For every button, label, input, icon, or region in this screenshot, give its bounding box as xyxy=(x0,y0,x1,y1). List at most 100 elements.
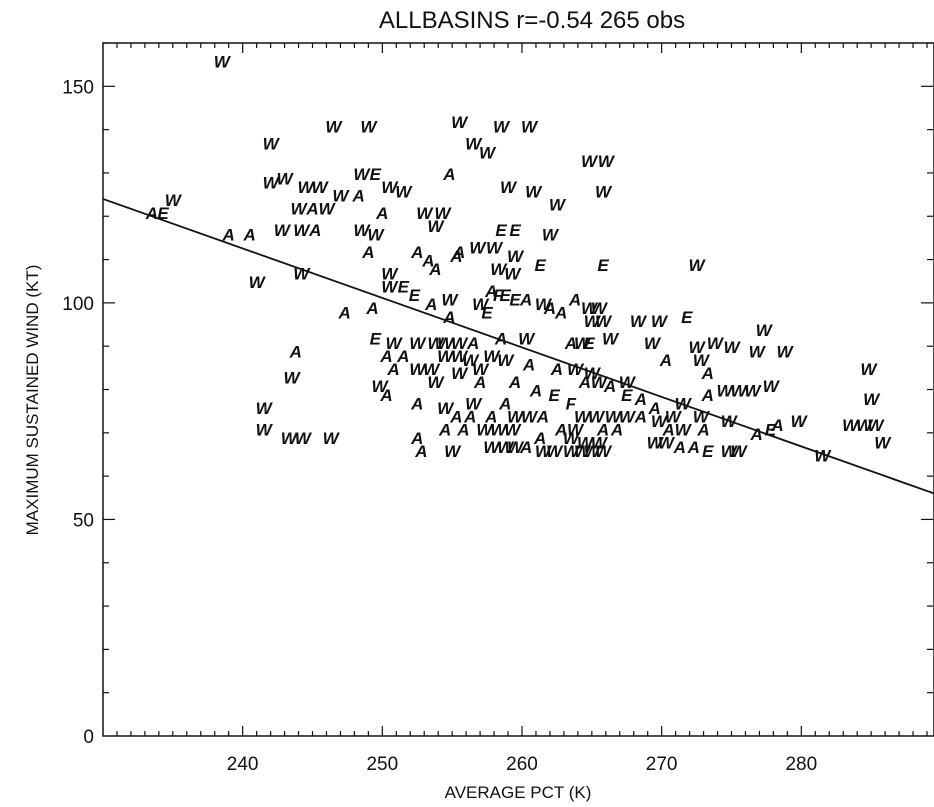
data-point-e: E xyxy=(370,165,382,184)
data-point-a: A xyxy=(305,200,318,219)
data-point-w: W xyxy=(165,191,183,210)
data-point-a: A xyxy=(533,429,546,448)
data-point-w: W xyxy=(249,273,267,292)
data-point-e: E xyxy=(481,304,493,323)
data-point-w: W xyxy=(297,178,315,197)
data-point-w: W xyxy=(814,446,832,465)
y-tick-label: 100 xyxy=(62,294,94,315)
data-point-a: A xyxy=(610,420,623,439)
data-point-a: A xyxy=(550,360,563,379)
data-point-w: W xyxy=(437,347,455,366)
data-point-w: W xyxy=(284,369,302,388)
data-point-w: W xyxy=(867,416,885,435)
data-point-a: A xyxy=(428,260,441,279)
data-point-a: A xyxy=(442,308,455,327)
data-point-w: W xyxy=(791,412,809,431)
data-point-a: A xyxy=(414,442,427,461)
data-point-w: W xyxy=(525,182,543,201)
data-point-w: W xyxy=(353,221,371,240)
data-point-w: W xyxy=(311,178,329,197)
data-point-a: A xyxy=(337,304,350,323)
data-point-w: W xyxy=(427,334,445,353)
data-point-w: W xyxy=(744,382,762,401)
data-point-w: W xyxy=(730,382,748,401)
data-point-w: W xyxy=(874,433,892,452)
data-point-w: W xyxy=(860,360,878,379)
data-point-w: W xyxy=(427,217,445,236)
data-point-w: W xyxy=(214,52,232,71)
data-point-w: W xyxy=(595,312,613,331)
data-point-w: W xyxy=(479,143,497,162)
data-point-w: W xyxy=(486,239,504,258)
data-point-w: W xyxy=(295,429,313,448)
data-point-w: W xyxy=(451,364,469,383)
data-point-a: A xyxy=(410,429,423,448)
data-point-w: W xyxy=(549,195,567,214)
data-points: WW W W W WW WW W WW E AWW WW WWW A W W WWA E W A W A W W WWA A W W… xyxy=(145,52,893,465)
data-point-a: A xyxy=(424,295,437,314)
data-point-a: A xyxy=(659,351,672,370)
data-point-w: W xyxy=(504,420,522,439)
data-point-e: E xyxy=(509,221,521,240)
data-point-w: W xyxy=(472,360,490,379)
data-point-w: W xyxy=(263,174,281,193)
data-point-a: A xyxy=(145,204,158,223)
data-point-e: E xyxy=(157,204,169,223)
data-point-w: W xyxy=(749,343,767,362)
data-point-w: W xyxy=(293,265,311,284)
data-point-w: W xyxy=(465,135,483,154)
data-point-w: W xyxy=(500,178,518,197)
data-point-a: A xyxy=(529,382,542,401)
data-point-w: W xyxy=(689,338,707,357)
data-point-w: W xyxy=(535,442,553,461)
data-point-w: W xyxy=(277,169,295,188)
data-point-w: W xyxy=(598,152,616,171)
data-point-a: A xyxy=(554,304,567,323)
data-point-a: A xyxy=(661,420,674,439)
data-point-w: W xyxy=(777,343,795,362)
data-point-w: W xyxy=(444,442,462,461)
data-point-w: W xyxy=(323,429,341,448)
x-tick-label: 270 xyxy=(646,754,678,775)
data-point-w: W xyxy=(665,407,683,426)
data-point-a: A xyxy=(673,438,686,457)
data-point-e: E xyxy=(398,278,410,297)
axis-ticks xyxy=(103,42,933,736)
data-point-w: W xyxy=(469,239,487,258)
data-point-w: W xyxy=(281,429,299,448)
data-point-w: W xyxy=(293,221,311,240)
data-point-w: W xyxy=(437,399,455,418)
y-axis-label: MAXIMUM SUSTAINED WIND (KT) xyxy=(23,265,42,536)
data-point-w: W xyxy=(497,438,515,457)
data-point-w: W xyxy=(675,394,693,413)
data-point-w: W xyxy=(574,442,592,461)
data-point-a: A xyxy=(634,390,647,409)
data-point-w: W xyxy=(483,438,501,457)
data-point-e: E xyxy=(500,286,512,305)
data-point-w: W xyxy=(504,265,522,284)
data-point-e: E xyxy=(583,334,595,353)
data-point-a: A xyxy=(696,420,709,439)
data-point-w: W xyxy=(707,334,725,353)
data-point-w: W xyxy=(332,187,350,206)
data-point-w: W xyxy=(584,442,602,461)
data-point-a: A xyxy=(308,221,321,240)
data-point-w: W xyxy=(591,299,609,318)
data-point-w: W xyxy=(325,117,343,136)
data-point-a: A xyxy=(603,377,616,396)
data-point-w: W xyxy=(721,412,739,431)
data-point-a: A xyxy=(498,394,511,413)
data-point-a: A xyxy=(701,364,714,383)
data-point-w: W xyxy=(658,433,676,452)
data-point-a: A xyxy=(375,204,388,223)
y-tick-label: 0 xyxy=(83,727,94,748)
data-point-w: W xyxy=(763,377,781,396)
data-point-w: W xyxy=(451,113,469,132)
data-point-w: W xyxy=(490,420,508,439)
data-point-w: W xyxy=(730,442,748,461)
data-point-a: A xyxy=(554,420,567,439)
data-point-w: W xyxy=(490,260,508,279)
data-point-a: A xyxy=(351,187,364,206)
data-point-w: W xyxy=(591,373,609,392)
data-point-a: A xyxy=(410,394,423,413)
